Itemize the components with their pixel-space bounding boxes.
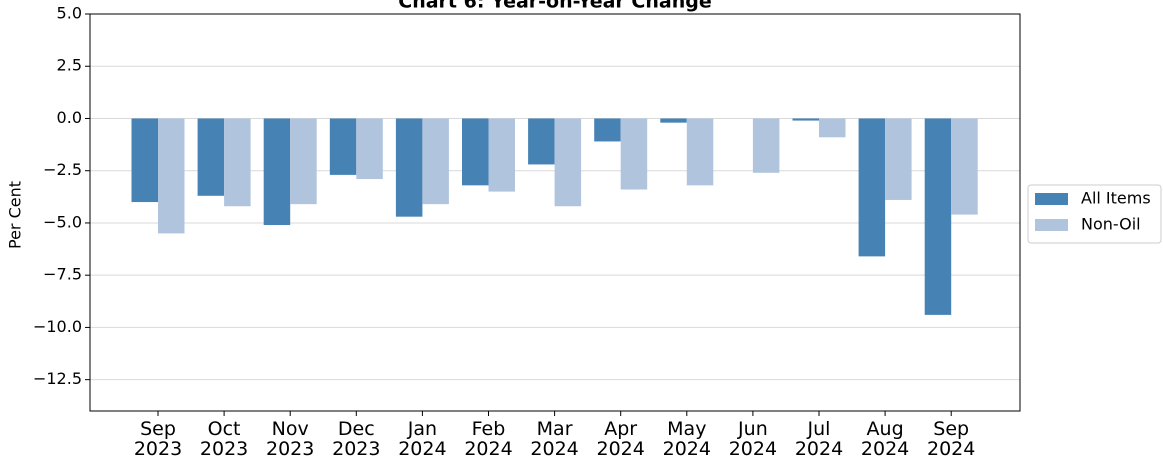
bar bbox=[858, 118, 886, 257]
y-tick-label: −12.5 bbox=[33, 369, 82, 388]
bar bbox=[263, 118, 291, 226]
plot-frame bbox=[89, 13, 1021, 412]
bar bbox=[395, 118, 423, 217]
legend-label: Non-Oil bbox=[1081, 215, 1141, 234]
x-tick-label: Aug 2024 bbox=[860, 418, 910, 460]
x-tick-label: Jul 2024 bbox=[794, 418, 844, 460]
bar bbox=[528, 118, 555, 165]
bar bbox=[356, 118, 383, 180]
y-tick-label: −10.0 bbox=[33, 317, 82, 336]
bar bbox=[752, 118, 780, 173]
x-tick-label: Oct 2023 bbox=[199, 418, 249, 460]
bar bbox=[594, 118, 621, 142]
legend-swatch bbox=[1035, 219, 1068, 231]
bar bbox=[554, 118, 582, 207]
legend-swatch bbox=[1035, 193, 1068, 205]
bar bbox=[329, 118, 357, 175]
bar bbox=[197, 118, 225, 196]
bar bbox=[290, 118, 317, 205]
chart-title: Chart 6: Year-on-Year Change bbox=[398, 0, 711, 13]
bar bbox=[224, 118, 251, 207]
bar bbox=[951, 118, 978, 215]
x-tick-label: Feb 2024 bbox=[464, 418, 513, 460]
x-tick-label: Jun 2024 bbox=[728, 418, 778, 460]
y-tick-label: −2.5 bbox=[43, 160, 82, 179]
bar bbox=[885, 118, 912, 200]
x-tick-label: Apr 2024 bbox=[596, 418, 645, 460]
bar bbox=[792, 118, 819, 121]
bar bbox=[924, 118, 952, 315]
bar bbox=[660, 118, 687, 123]
legend-label: All Items bbox=[1081, 189, 1151, 208]
x-tick-label: Mar 2024 bbox=[530, 418, 579, 460]
bar bbox=[131, 118, 158, 203]
bar bbox=[488, 118, 515, 192]
y-tick-label: 5.0 bbox=[57, 4, 82, 23]
x-tick-label: Jan 2024 bbox=[398, 418, 447, 460]
bar bbox=[158, 118, 185, 234]
bar bbox=[686, 118, 714, 186]
bar bbox=[422, 118, 449, 205]
x-tick-label: Dec 2023 bbox=[332, 418, 381, 460]
bar bbox=[819, 118, 846, 138]
y-tick-label: 0.0 bbox=[57, 108, 82, 127]
y-tick-label: −5.0 bbox=[43, 212, 82, 231]
bar bbox=[620, 118, 648, 190]
bar bbox=[462, 118, 489, 186]
y-tick-label: 2.5 bbox=[57, 56, 82, 75]
y-tick-label: −7.5 bbox=[43, 265, 82, 284]
x-tick-label: Sep 2023 bbox=[133, 418, 183, 460]
x-tick-label: Sep 2024 bbox=[927, 418, 976, 460]
y-axis-label: Per Cent bbox=[6, 181, 25, 249]
x-tick-label: May 2024 bbox=[662, 418, 711, 460]
x-tick-label: Nov 2023 bbox=[266, 418, 315, 460]
